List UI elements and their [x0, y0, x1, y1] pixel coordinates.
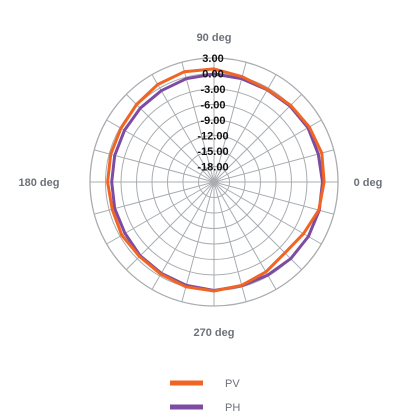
grid-spoke: [213, 149, 334, 183]
grid-spoke: [181, 181, 215, 302]
legend-label-pv: PV: [225, 378, 240, 390]
radial-tick-label: -9.00: [200, 115, 225, 127]
grid-spoke: [213, 93, 303, 183]
legend-label-ph: PH: [225, 402, 240, 414]
legend: PV PH: [170, 378, 240, 414]
angle-label-0: 0 deg: [354, 177, 383, 189]
angle-labels: 90 deg 180 deg 0 deg 270 deg: [19, 32, 383, 339]
angle-label-270: 270 deg: [194, 327, 235, 339]
grid-spoke: [213, 181, 303, 271]
grid-spoke: [213, 62, 247, 183]
series-pv-line: [106, 67, 326, 293]
grid-spoke: [213, 119, 322, 183]
series-curves: [106, 67, 326, 293]
radial-tick-label: -18.00: [197, 162, 228, 174]
grid-spoke: [213, 74, 277, 183]
grid-spoke: [151, 181, 215, 290]
angle-label-90: 90 deg: [197, 32, 232, 44]
radial-tick-label: 3.00: [202, 53, 223, 65]
radial-tick-label: 0.00: [202, 69, 223, 81]
radial-tick-label: -6.00: [200, 100, 225, 112]
radial-tick-labels: 3.00 0.00 -3.00 -6.00 -9.00 -12.00 -15.00 -18.0…: [197, 53, 228, 174]
grid-spoke: [181, 62, 215, 183]
angle-label-180: 180 deg: [19, 177, 60, 189]
radial-tick-label: -12.00: [197, 131, 228, 143]
grid-spoke: [213, 181, 277, 290]
grid-spoke: [213, 181, 322, 245]
grid-spoke: [151, 74, 215, 183]
radial-tick-label: -3.00: [200, 84, 225, 96]
grid-spoke: [213, 181, 334, 215]
radial-tick-label: -15.00: [197, 146, 228, 158]
grid-spoke: [213, 181, 247, 302]
